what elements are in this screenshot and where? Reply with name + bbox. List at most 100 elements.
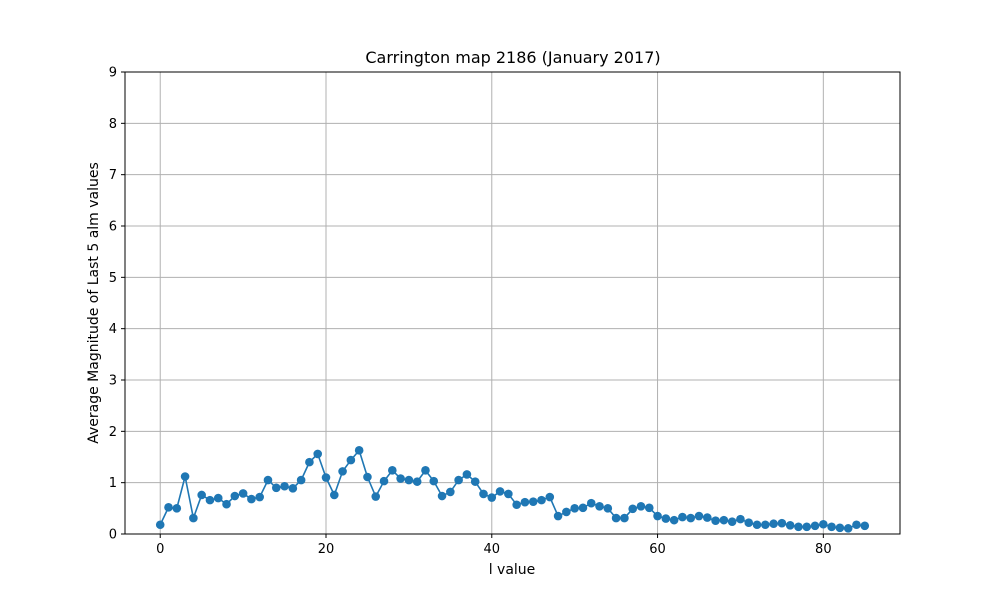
data-point xyxy=(462,470,472,479)
data-point xyxy=(346,455,356,465)
data-point xyxy=(520,497,530,507)
data-point xyxy=(363,472,372,482)
data-point xyxy=(686,513,696,523)
data-point xyxy=(238,489,248,498)
data-point xyxy=(785,520,795,530)
y-tick-label: 3 xyxy=(109,374,117,389)
data-point xyxy=(852,520,861,530)
data-point xyxy=(412,477,422,486)
data-point xyxy=(562,507,571,517)
y-tick-label: 1 xyxy=(109,476,117,491)
data-point xyxy=(321,473,331,482)
data-point xyxy=(487,493,497,502)
data-point xyxy=(404,475,414,485)
data-point xyxy=(388,466,397,475)
data-point xyxy=(263,475,273,485)
data-point xyxy=(247,494,256,504)
data-point xyxy=(611,513,621,523)
y-tick-label: 6 xyxy=(109,220,117,235)
data-point xyxy=(155,520,165,530)
grid xyxy=(125,71,900,535)
data-point xyxy=(545,492,555,502)
data-point xyxy=(578,503,588,513)
data-point xyxy=(711,516,720,525)
y-tick-label: 2 xyxy=(109,425,117,440)
data-point xyxy=(595,501,604,511)
data-point xyxy=(495,487,505,496)
data-point xyxy=(702,513,712,522)
x-tick-label: 0 xyxy=(156,542,164,557)
data-point xyxy=(429,476,439,486)
data-point xyxy=(354,446,364,455)
y-tick-label: 8 xyxy=(109,117,117,132)
data-point xyxy=(164,503,173,512)
data-point xyxy=(628,504,637,514)
x-axis-label: l value xyxy=(489,562,536,578)
data-point xyxy=(421,466,430,475)
data-point xyxy=(653,511,662,521)
y-tick-label: 7 xyxy=(109,168,117,183)
y-axis-label: Average Magnitude of Last 5 alm values xyxy=(86,162,102,444)
data-point xyxy=(205,495,215,505)
x-tick-label: 80 xyxy=(815,542,832,557)
data-point xyxy=(719,515,729,525)
data-point xyxy=(636,501,646,511)
data-point xyxy=(819,519,828,529)
data-point xyxy=(678,512,687,522)
data-series xyxy=(155,446,870,533)
y-tick-label: 4 xyxy=(109,322,117,337)
data-point xyxy=(371,492,381,501)
data-point xyxy=(620,513,629,523)
data-point xyxy=(761,520,770,530)
data-point xyxy=(794,522,803,532)
y-tick-label: 9 xyxy=(109,66,117,81)
data-point xyxy=(843,524,853,533)
data-point xyxy=(827,522,836,532)
data-point xyxy=(446,487,455,497)
data-point xyxy=(504,489,513,499)
data-point xyxy=(570,504,579,513)
y-tick-label: 0 xyxy=(109,528,117,543)
data-point xyxy=(230,491,240,501)
data-point xyxy=(313,449,323,459)
data-point xyxy=(528,497,538,506)
data-point xyxy=(752,520,762,530)
data-point xyxy=(454,475,463,485)
data-point xyxy=(769,519,778,529)
data-point xyxy=(512,500,521,510)
data-point xyxy=(189,513,198,523)
y-axis-ticks: 0 1 2 3 4 5 6 7 8 9 xyxy=(109,66,125,543)
data-point xyxy=(222,499,231,509)
y-tick-label: 5 xyxy=(109,271,117,286)
data-point xyxy=(329,490,339,500)
data-point xyxy=(744,518,754,528)
data-point xyxy=(255,492,264,502)
data-point xyxy=(727,517,737,526)
data-point xyxy=(197,490,206,500)
x-tick-label: 40 xyxy=(484,542,501,557)
chart-title: Carrington map 2186 (January 2017) xyxy=(365,48,660,67)
data-point xyxy=(835,523,845,533)
data-point xyxy=(537,495,546,505)
data-point xyxy=(280,481,289,491)
data-point xyxy=(802,522,812,532)
data-point xyxy=(296,475,306,485)
data-point xyxy=(603,504,613,513)
data-point xyxy=(553,511,563,521)
data-point xyxy=(379,476,389,486)
data-point xyxy=(479,489,488,499)
plot-frame xyxy=(124,71,901,535)
x-tick-label: 20 xyxy=(318,542,335,557)
data-point xyxy=(180,472,190,481)
data-point xyxy=(213,493,223,503)
data-point xyxy=(288,484,298,493)
data-point xyxy=(669,515,679,525)
x-tick-label: 60 xyxy=(649,542,666,557)
series-line xyxy=(159,448,865,530)
data-point xyxy=(305,457,314,467)
data-point xyxy=(661,514,671,523)
data-point xyxy=(396,474,405,483)
data-point xyxy=(777,518,787,528)
data-point xyxy=(810,521,820,531)
